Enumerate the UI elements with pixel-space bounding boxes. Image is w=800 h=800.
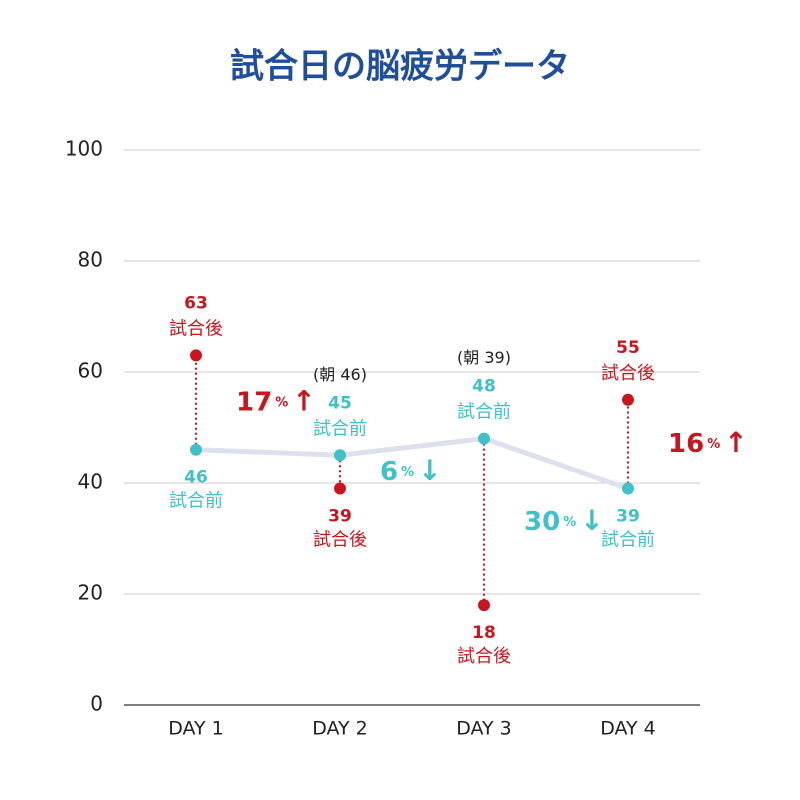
- series-label: 試合前: [169, 491, 223, 512]
- value-label: 39: [616, 507, 640, 527]
- series-line: [195, 436, 629, 491]
- point: [334, 449, 346, 462]
- y-tick-label: 100: [65, 137, 103, 161]
- change-unit: %: [401, 464, 414, 479]
- point: [622, 482, 634, 495]
- series-label: 試合前: [313, 418, 367, 439]
- point: [190, 349, 202, 362]
- change-unit: %: [275, 395, 288, 410]
- change-arrow: ↑: [292, 385, 315, 418]
- y-tick-label: 60: [78, 359, 103, 383]
- change-arrow: ↓: [580, 504, 603, 537]
- series-label: 試合前: [601, 530, 655, 551]
- series-label: 試合後: [169, 318, 223, 339]
- morning-note: (朝 46): [313, 365, 367, 384]
- series-label: 試合後: [313, 530, 367, 551]
- x-tick-label: DAY 2: [312, 718, 368, 740]
- change-label: 17% ↑: [236, 385, 316, 418]
- y-tick-label: 40: [78, 470, 103, 494]
- value-label: 39: [328, 507, 352, 527]
- change-arrow: ↓: [418, 454, 441, 487]
- point: [478, 432, 490, 445]
- series-label: 試合前: [457, 402, 511, 423]
- y-tick-label: 80: [78, 248, 103, 272]
- change-value: 17: [236, 387, 272, 417]
- value-label: 46: [184, 468, 208, 488]
- change-arrow: ↑: [724, 426, 747, 459]
- value-label: 18: [472, 623, 496, 643]
- value-label: 55: [616, 338, 640, 358]
- morning-note: (朝 39): [457, 348, 511, 367]
- point: [190, 443, 202, 456]
- value-label: 63: [184, 293, 208, 313]
- chart-title: 試合日の脳疲労データ: [230, 47, 570, 87]
- y-tick-label: 0: [90, 692, 103, 716]
- value-label: 48: [472, 377, 496, 397]
- series-label: 試合後: [457, 646, 511, 667]
- value-label: 45: [328, 393, 352, 413]
- change-label: 16% ↑: [668, 426, 748, 459]
- change-unit: %: [707, 437, 720, 452]
- series-label: 試合後: [601, 363, 655, 384]
- change-value: 16: [668, 429, 704, 459]
- change-value: 6: [380, 456, 398, 486]
- x-tick-label: DAY 1: [168, 718, 224, 740]
- change-label: 6% ↓: [380, 454, 442, 487]
- change-unit: %: [563, 514, 576, 529]
- x-tick-label: DAY 4: [600, 718, 656, 740]
- y-tick-label: 20: [78, 581, 103, 605]
- point: [478, 599, 490, 612]
- change-label: 30% ↓: [524, 504, 604, 537]
- change-value: 30: [524, 506, 560, 536]
- x-tick-label: DAY 3: [456, 718, 512, 740]
- point: [622, 393, 634, 406]
- point: [334, 482, 346, 495]
